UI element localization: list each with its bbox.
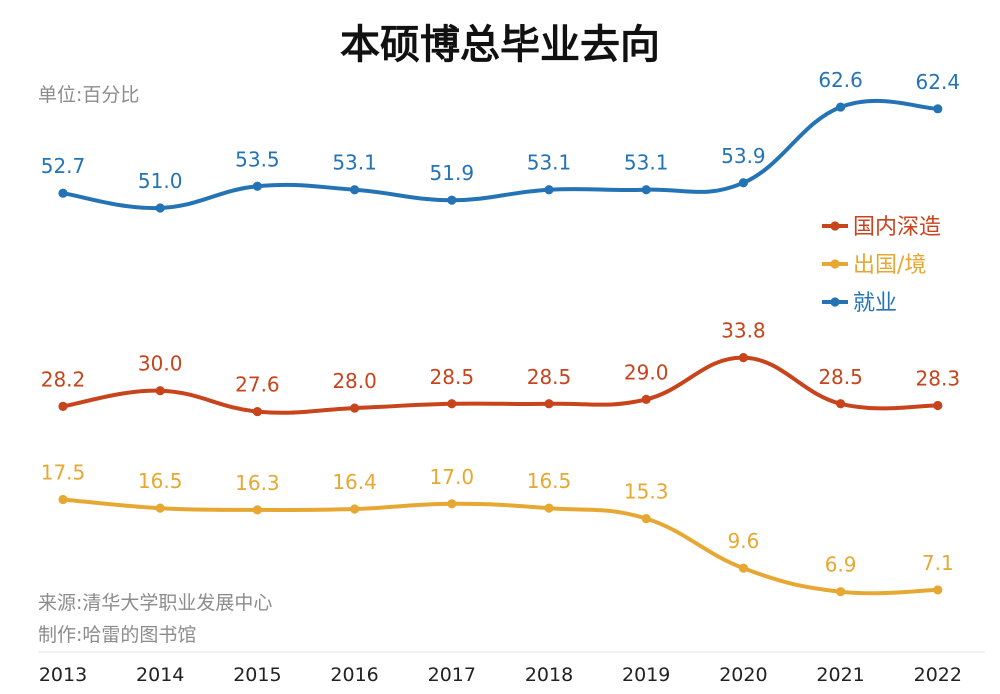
legend-employment-label: 就业 [853, 291, 897, 316]
data-label-employment-2022: 62.4 [916, 70, 961, 94]
data-label-employment-2021: 62.6 [818, 68, 863, 92]
data-point-domestic-study-2021 [836, 399, 846, 409]
data-point-abroad-2021 [836, 587, 846, 597]
data-point-employment-2021 [836, 102, 846, 112]
data-label-employment-2018: 53.1 [527, 151, 572, 175]
data-point-employment-2017 [447, 195, 457, 205]
x-tick-2017: 2017 [428, 664, 476, 686]
x-tick-2015: 2015 [233, 664, 281, 686]
legend-domestic-study-marker [830, 221, 840, 231]
data-point-domestic-study-2016 [350, 403, 360, 413]
data-point-abroad-2016 [350, 504, 360, 514]
series-line-abroad [61, 497, 940, 596]
data-point-employment-2020 [738, 178, 749, 188]
legend-abroad-label: 出国/境 [853, 253, 926, 278]
data-point-domestic-study-2020 [738, 353, 749, 363]
data-point-domestic-study-2014 [155, 386, 165, 396]
data-point-employment-2014 [155, 203, 165, 213]
data-label-abroad-2022: 7.1 [922, 551, 954, 575]
x-axis-ticks: 2013 2014 2015 2016 2017 2018 2019 2020 2021 2022 [39, 664, 962, 686]
data-label-abroad-2020: 9.6 [727, 529, 759, 553]
data-point-employment-2013 [58, 188, 68, 198]
series-layer: 52.7 51.0 53.5 53.1 51.9 53.1 53.1 53.9 62.6 62.4… [41, 68, 960, 597]
series-employment: 52.7 51.0 53.5 53.1 51.9 53.1 53.1 53.9 62.6 62.4 [41, 68, 960, 213]
data-point-abroad-2013 [58, 494, 68, 505]
x-tick-2019: 2019 [622, 664, 670, 686]
legend-domestic-study-label: 国内深造 [853, 215, 941, 240]
data-label-employment-2019: 53.1 [624, 151, 669, 175]
data-label-domestic-study-2018: 28.5 [527, 365, 572, 389]
series-line-employment [61, 98, 940, 211]
data-point-employment-2019 [641, 185, 651, 195]
data-point-domestic-study-2019 [641, 394, 651, 404]
data-point-abroad-2018 [544, 503, 554, 513]
data-label-employment-2013: 52.7 [41, 154, 86, 178]
x-tick-2021: 2021 [816, 664, 864, 686]
data-point-abroad-2015 [252, 505, 262, 515]
data-point-abroad-2022 [933, 585, 943, 595]
data-label-abroad-2016: 16.4 [332, 470, 377, 494]
data-label-abroad-2014: 16.5 [138, 469, 183, 493]
data-label-abroad-2017: 17.0 [430, 465, 475, 489]
legend-abroad-marker [830, 259, 840, 269]
data-label-abroad-2021: 6.9 [825, 553, 857, 577]
data-label-employment-2014: 51.0 [138, 169, 183, 193]
data-label-domestic-study-2022: 28.3 [916, 366, 961, 390]
data-point-abroad-2019 [641, 513, 651, 524]
x-tick-2013: 2013 [39, 664, 87, 686]
data-point-abroad-2014 [155, 503, 165, 513]
data-point-employment-2018 [544, 185, 554, 195]
data-label-domestic-study-2016: 28.0 [332, 369, 377, 393]
data-label-employment-2015: 53.5 [235, 147, 280, 171]
data-point-abroad-2017 [447, 499, 457, 509]
data-label-abroad-2019: 15.3 [624, 480, 669, 504]
data-label-domestic-study-2014: 30.0 [138, 352, 183, 376]
x-tick-2018: 2018 [525, 664, 573, 686]
data-label-domestic-study-2021: 28.5 [818, 365, 863, 389]
x-tick-2022: 2022 [914, 664, 962, 686]
data-label-domestic-study-2015: 27.6 [235, 373, 280, 397]
data-point-domestic-study-2013 [58, 401, 68, 411]
author-note: 制作:哈雷的图书馆 [38, 624, 196, 646]
data-label-employment-2017: 51.9 [430, 161, 475, 185]
data-point-domestic-study-2017 [447, 399, 457, 409]
data-label-domestic-study-2013: 28.2 [41, 367, 86, 391]
series-line-domestic-study [61, 355, 940, 415]
legend-employment: 就业 [822, 291, 897, 316]
data-point-employment-2016 [350, 185, 360, 195]
series-domestic-study: 28.2 30.0 27.6 28.0 28.5 28.5 29.0 33.8 28.5 28.3 [41, 319, 960, 417]
data-label-domestic-study-2019: 29.0 [624, 360, 669, 384]
data-point-domestic-study-2018 [544, 399, 554, 409]
data-label-abroad-2015: 16.3 [235, 471, 280, 495]
data-label-employment-2016: 53.1 [332, 151, 377, 175]
x-tick-2014: 2014 [136, 664, 184, 686]
data-label-employment-2020: 53.9 [721, 144, 766, 168]
data-point-employment-2022 [933, 104, 943, 114]
data-point-employment-2015 [252, 181, 262, 191]
data-label-abroad-2013: 17.5 [41, 460, 86, 484]
data-label-abroad-2018: 16.5 [527, 469, 572, 493]
chart-title: 本硕博总毕业去向 [340, 22, 660, 68]
data-point-domestic-study-2015 [252, 406, 262, 417]
data-point-domestic-study-2022 [933, 400, 943, 411]
data-label-domestic-study-2017: 28.5 [430, 365, 475, 389]
x-tick-2016: 2016 [330, 664, 378, 686]
x-tick-2020: 2020 [719, 664, 767, 686]
data-label-domestic-study-2020: 33.8 [721, 319, 766, 343]
legend-employment-marker [830, 297, 840, 307]
data-point-abroad-2020 [738, 563, 749, 573]
series-abroad: 17.5 16.5 16.3 16.4 17.0 16.5 15.3 9.6 6.9 7.1 [41, 460, 954, 597]
legend-domestic-study: 国内深造 [822, 215, 941, 240]
source-note: 来源:清华大学职业发展中心 [38, 592, 272, 614]
legend-abroad: 出国/境 [822, 253, 926, 278]
unit-label: 单位:百分比 [38, 84, 139, 106]
